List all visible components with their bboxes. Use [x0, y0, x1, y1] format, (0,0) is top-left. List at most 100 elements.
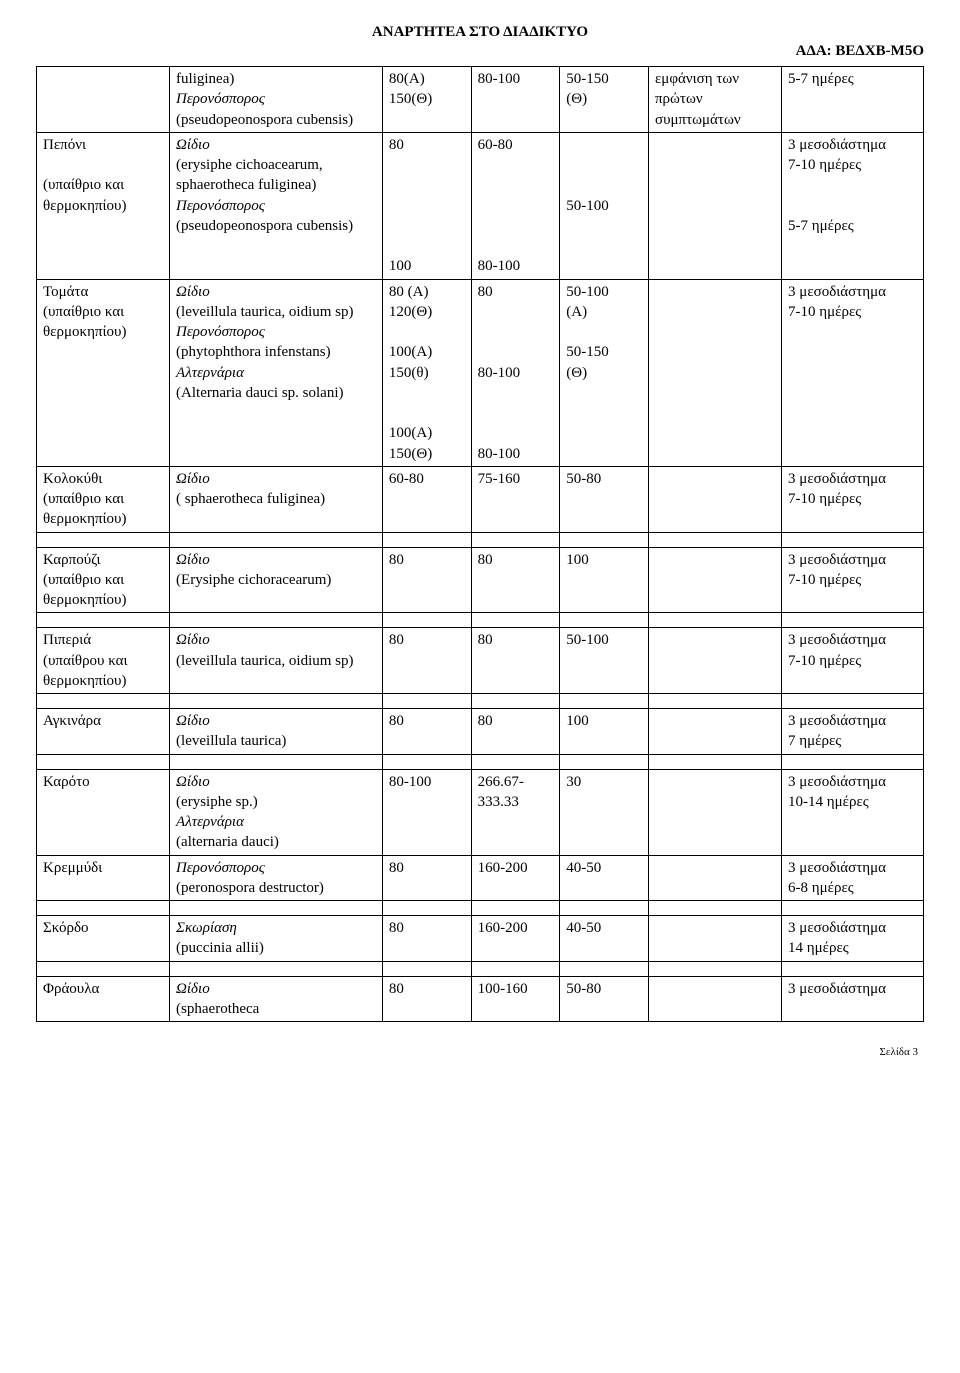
spacer-cell: [471, 961, 560, 976]
table-cell: 80: [471, 628, 560, 694]
spacer-cell: [170, 613, 383, 628]
spacer-cell: [560, 754, 649, 769]
table-cell: Περονόσπορος(peronospora destructor): [170, 855, 383, 901]
table-cell: 50-100(Α) 50-150(Θ): [560, 279, 649, 466]
table-row: Πιπεριά(υπαίθρου και θερμοκηπίου)Ωίδιο(l…: [37, 628, 924, 694]
table-row: ΦράουλαΩίδιο(sphaerotheca80100-16050-80 …: [37, 976, 924, 1022]
table-cell: 80: [382, 709, 471, 755]
table-cell: Ωίδιο(leveillula taurica, oidium sp)Περο…: [170, 279, 383, 466]
table-cell: Καρπούζι(υπαίθριο και θερμοκηπίου): [37, 547, 170, 613]
spacer-cell: [782, 532, 924, 547]
table-cell: εμφάνιση των πρώτων συμπτωμάτων: [648, 67, 781, 133]
table-cell: fuliginea)Περονόσπορος(pseudopeonospora …: [170, 67, 383, 133]
spacer-cell: [782, 901, 924, 916]
table-row: [37, 613, 924, 628]
table-row: Καρπούζι(υπαίθριο και θερμοκηπίου)Ωίδιο …: [37, 547, 924, 613]
table-cell: Κολοκύθι(υπαίθριο και θερμοκηπίου): [37, 466, 170, 532]
table-cell: Σκόρδο: [37, 916, 170, 962]
table-cell: 40-50: [560, 855, 649, 901]
table-cell: 80: [382, 976, 471, 1022]
table-cell: 100: [560, 709, 649, 755]
table-cell: 160-200: [471, 916, 560, 962]
table-cell: Κρεμμύδι: [37, 855, 170, 901]
spacer-cell: [471, 532, 560, 547]
spacer-cell: [170, 901, 383, 916]
table-cell: Ωίδιο(erysiphe cichoacearum, sphaerothec…: [170, 132, 383, 279]
table-cell: 50-150(Θ): [560, 67, 649, 133]
spacer-cell: [170, 532, 383, 547]
table-cell: 3 μεσοδιάστημα7-10 ημέρες: [782, 279, 924, 466]
page-footer: Σελίδα 3: [36, 1046, 924, 1058]
table-cell: 100-160: [471, 976, 560, 1022]
header-title: ΑΝΑΡΤΗΤΕΑ ΣΤΟ ΔΙΑΔΙΚΤΥΟ: [36, 24, 924, 41]
spacer-cell: [382, 694, 471, 709]
spacer-cell: [37, 532, 170, 547]
table-cell: 40-50: [560, 916, 649, 962]
table-cell: Τομάτα(υπαίθριο και θερμοκηπίου): [37, 279, 170, 466]
spacer-cell: [37, 754, 170, 769]
table-cell: 50-100: [560, 628, 649, 694]
table-cell: 3 μεσοδιάστημα7-10 ημέρες 5-7 ημέρες: [782, 132, 924, 279]
table-cell: 80: [382, 916, 471, 962]
table-row: ΑγκινάραΩίδιο(leveillula taurica)8080100…: [37, 709, 924, 755]
table-cell: [37, 67, 170, 133]
spacer-cell: [782, 754, 924, 769]
spacer-cell: [471, 754, 560, 769]
table-cell: [648, 279, 781, 466]
table-cell: 3 μεσοδιάστημα7-10 ημέρες: [782, 547, 924, 613]
table-cell: 266.67-333.33: [471, 769, 560, 855]
spacer-cell: [648, 901, 781, 916]
spacer-cell: [37, 901, 170, 916]
spacer-cell: [382, 961, 471, 976]
spacer-cell: [648, 532, 781, 547]
table-cell: 3 μεσοδιάστημα7 ημέρες: [782, 709, 924, 755]
table-row: [37, 694, 924, 709]
spacer-cell: [648, 754, 781, 769]
table-cell: 80 100: [382, 132, 471, 279]
table-cell: 50-100: [560, 132, 649, 279]
table-row: Τομάτα(υπαίθριο και θερμοκηπίου)Ωίδιο(le…: [37, 279, 924, 466]
table-row: [37, 901, 924, 916]
table-cell: Σκωρίαση(puccinia allii): [170, 916, 383, 962]
spacer-cell: [560, 532, 649, 547]
table-cell: 3 μεσοδιάστημα14 ημέρες: [782, 916, 924, 962]
table-cell: Φράουλα: [37, 976, 170, 1022]
table-cell: [648, 132, 781, 279]
table-cell: 3 μεσοδιάστημα10-14 ημέρες: [782, 769, 924, 855]
spacer-cell: [37, 961, 170, 976]
table-cell: Ωίδιο(leveillula taurica, oidium sp): [170, 628, 383, 694]
table-cell: Καρότο: [37, 769, 170, 855]
main-table: fuliginea)Περονόσπορος(pseudopeonospora …: [36, 66, 924, 1022]
spacer-cell: [382, 901, 471, 916]
table-cell: 5-7 ημέρες: [782, 67, 924, 133]
table-cell: [648, 769, 781, 855]
table-cell: 80 (Α)120(Θ) 100(Α)150(θ) 100(Α)150(Θ): [382, 279, 471, 466]
table-cell: Πεπόνι (υπαίθριο και θερμοκηπίου): [37, 132, 170, 279]
spacer-cell: [560, 901, 649, 916]
spacer-cell: [170, 961, 383, 976]
table-row: Πεπόνι (υπαίθριο και θερμοκηπίου)Ωίδιο(e…: [37, 132, 924, 279]
spacer-cell: [782, 961, 924, 976]
table-cell: 80-100: [471, 67, 560, 133]
table-cell: [648, 976, 781, 1022]
table-row: ΚαρότοΩίδιο(erysiphe sp.)Αλτερνάρια(alte…: [37, 769, 924, 855]
table-cell: [648, 628, 781, 694]
table-cell: 80: [382, 628, 471, 694]
table-cell: 80: [471, 547, 560, 613]
spacer-cell: [560, 961, 649, 976]
spacer-cell: [382, 754, 471, 769]
table-cell: 100: [560, 547, 649, 613]
table-cell: [648, 547, 781, 613]
table-cell: Ωίδιο(erysiphe sp.)Αλτερνάρια(alternaria…: [170, 769, 383, 855]
spacer-cell: [170, 694, 383, 709]
table-cell: 3 μεσοδιάστημα: [782, 976, 924, 1022]
table-cell: [648, 916, 781, 962]
spacer-cell: [471, 694, 560, 709]
table-cell: [648, 709, 781, 755]
spacer-cell: [382, 532, 471, 547]
table-cell: 80: [382, 855, 471, 901]
table-cell: 3 μεσοδιάστημα6-8 ημέρες: [782, 855, 924, 901]
table-cell: 80(Α)150(Θ): [382, 67, 471, 133]
spacer-cell: [648, 961, 781, 976]
table-cell: 80 80-100 80-100: [471, 279, 560, 466]
